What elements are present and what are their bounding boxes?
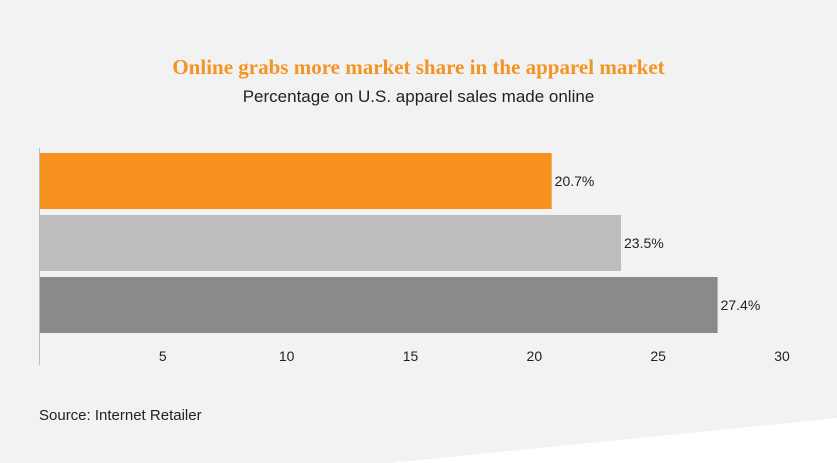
x-tick-label-25: 25 <box>650 348 666 364</box>
x-tick-label-30: 30 <box>774 348 790 364</box>
bar-2 <box>39 215 622 271</box>
x-tick-label-15: 15 <box>403 348 419 364</box>
bar-1 <box>39 153 552 209</box>
chart-subtitle: Percentage on U.S. apparel sales made on… <box>242 87 595 106</box>
bar-3 <box>39 277 718 333</box>
x-tick-label-5: 5 <box>159 348 167 364</box>
data-label-3: 27.4% <box>721 297 761 313</box>
data-label-2: 23.5% <box>624 235 664 251</box>
chart-title: Online grabs more market share in the ap… <box>172 55 665 79</box>
x-tick-label-20: 20 <box>527 348 543 364</box>
x-tick-label-10: 10 <box>279 348 295 364</box>
data-label-1: 20.7% <box>555 173 595 189</box>
source-note: Source: Internet Retailer <box>39 407 202 424</box>
